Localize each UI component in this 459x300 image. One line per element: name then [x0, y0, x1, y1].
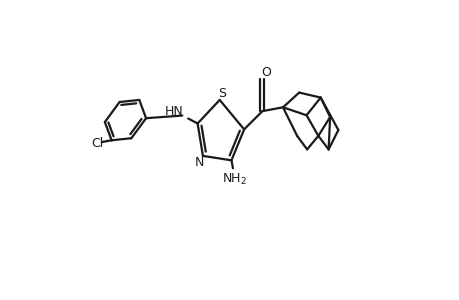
Text: Cl: Cl [90, 137, 103, 150]
Text: N: N [194, 156, 204, 169]
Text: NH$_2$: NH$_2$ [221, 172, 246, 187]
Text: O: O [260, 66, 270, 80]
Text: HN: HN [164, 105, 183, 118]
Text: S: S [218, 87, 225, 100]
